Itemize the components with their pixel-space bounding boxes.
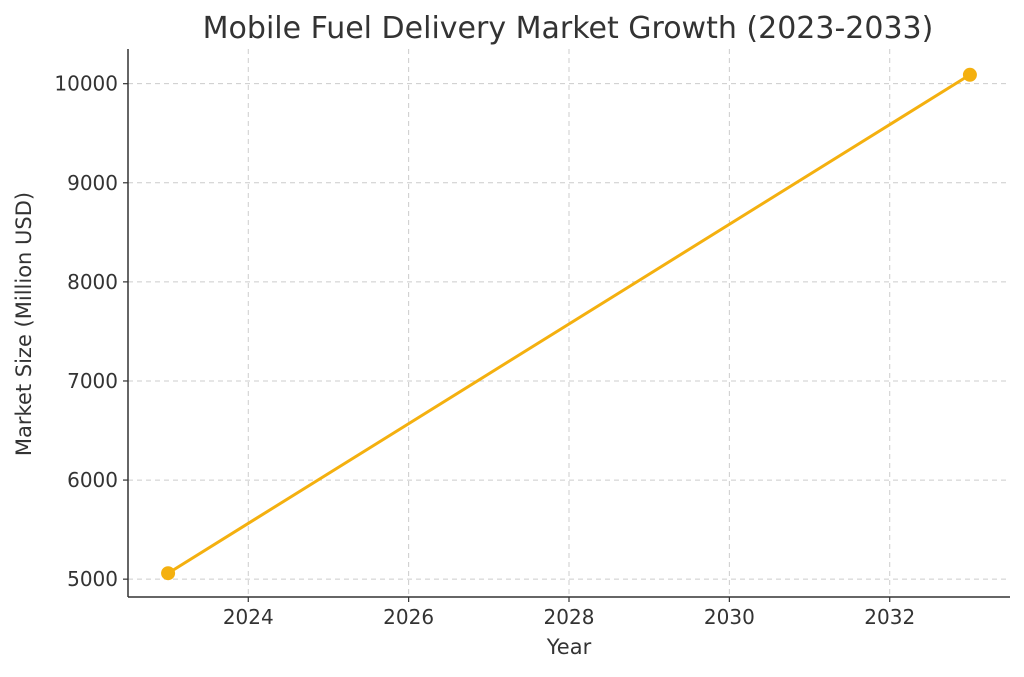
x-ticks: 2024 2026 2028 2030 2032 — [223, 597, 915, 629]
data-point — [161, 566, 176, 581]
y-tick-label: 7000 — [67, 369, 118, 393]
y-tick-label: 5000 — [67, 567, 118, 591]
x-tick-label: 2026 — [383, 605, 434, 629]
y-ticks: 5000 6000 7000 8000 9000 10000 — [54, 72, 128, 591]
y-tick-label: 8000 — [67, 270, 118, 294]
x-tick-label: 2032 — [864, 605, 915, 629]
y-axis-label: Market Size (Million USD) — [12, 192, 36, 456]
grid — [128, 49, 1010, 597]
x-tick-label: 2030 — [704, 605, 755, 629]
data-point — [962, 67, 977, 82]
y-tick-label: 6000 — [67, 468, 118, 492]
series — [161, 67, 977, 581]
x-tick-label: 2028 — [544, 605, 595, 629]
chart-title: Mobile Fuel Delivery Market Growth (2023… — [203, 11, 934, 46]
series-line — [166, 73, 972, 575]
x-axis-label: Year — [546, 635, 592, 659]
y-tick-label: 9000 — [67, 171, 118, 195]
x-tick-label: 2024 — [223, 605, 274, 629]
y-tick-label: 10000 — [54, 72, 118, 96]
